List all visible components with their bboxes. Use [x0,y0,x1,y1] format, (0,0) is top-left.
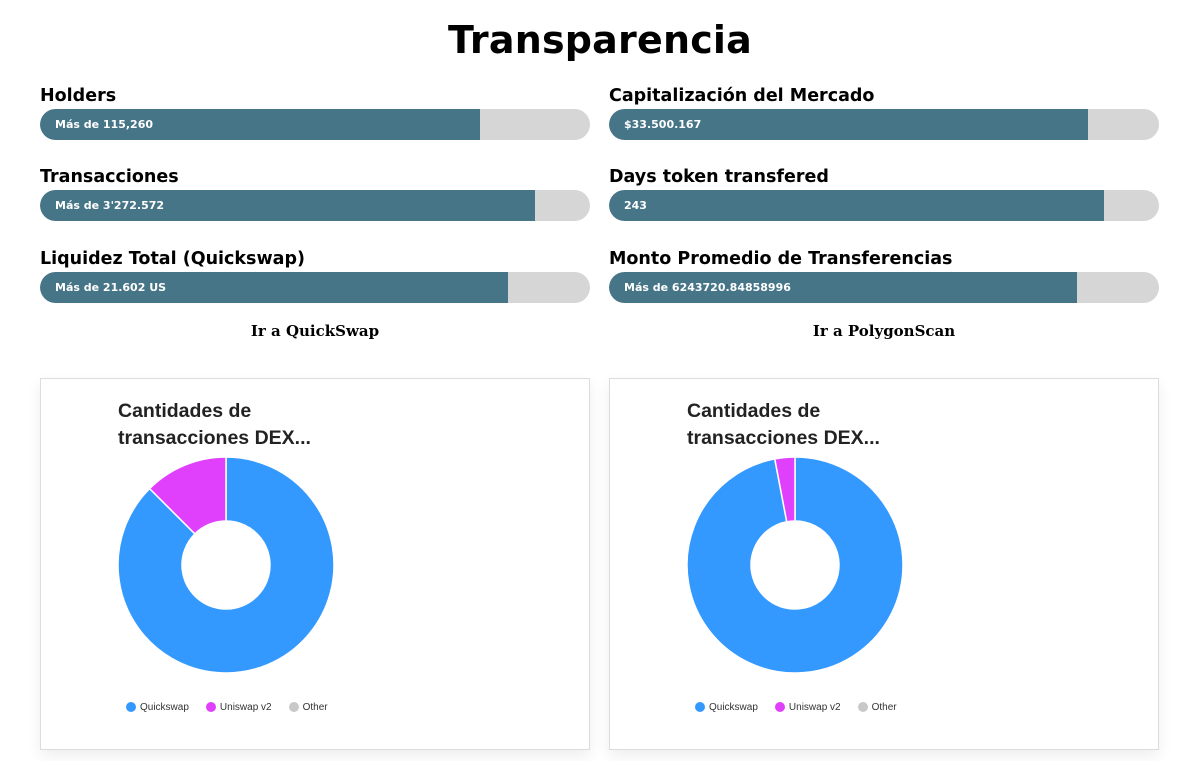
progress-bar-track: Más de 21.602 US [40,272,590,303]
progress-bar-track: Más de 115,260 [40,109,590,140]
donut-hole [182,521,270,609]
progress-bar-fill: 243 [609,190,1104,221]
legend-item-quickswap[interactable]: Quickswap [126,702,189,713]
stat-label: Monto Promedio de Transferencias [609,249,953,269]
legend-item-uniswap[interactable]: Uniswap v2 [205,701,272,713]
page-title: Transparencia [447,18,752,62]
stat-label: Days token transfered [609,167,829,187]
legend-label: Uniswap v2 [219,701,272,713]
donut-chart [686,456,904,674]
donut-hole [751,521,839,609]
stat-liquidez: Liquidez Total (Quickswap) Más de 21.602… [40,248,590,303]
stat-market-cap: Capitalización del Mercado $33.500.167 [609,85,1159,140]
stat-label: Liquidez Total (Quickswap) [40,249,305,269]
legend-item-uniswap[interactable]: Uniswap v2 [774,701,841,713]
progress-bar-fill: Más de 21.602 US [40,272,508,303]
progress-bar-track: Más de 3'272.572 [40,190,590,221]
stat-transacciones: Transacciones Más de 3'272.572 [40,166,590,221]
legend-item-other[interactable]: Other [857,701,897,713]
stat-label: Transacciones [40,167,179,187]
legend-label: Other [871,701,897,713]
chart-title-line: transacciones DEX... [687,427,880,449]
legend-dot [695,702,705,712]
quickswap-link[interactable]: Ir a QuickSwap [250,322,380,340]
progress-bar-track: Más de 6243720.84858996 [609,272,1159,303]
legend-label: Other [302,701,328,713]
stat-label: Holders [40,86,117,106]
legend-dot [857,702,868,712]
legend-label: Uniswap v2 [788,701,841,713]
polygonscan-link[interactable]: Ir a PolygonScan [812,322,956,340]
chart-legend: Quickswap Uniswap v2 Other [126,700,345,714]
chart-card-quickswap: Cantidades de transacciones DEX... Quick… [40,378,590,750]
progress-bar-track: $33.500.167 [609,109,1159,140]
chart-card-polygonscan: Cantidades de transacciones DEX... Quick… [609,378,1159,750]
legend-dot [774,702,785,712]
donut-chart [117,456,335,674]
progress-bar-track: 243 [609,190,1159,221]
stat-days-token: Days token transfered 243 [609,166,1159,221]
legend-item-quickswap[interactable]: Quickswap [695,702,758,713]
chart-title-line: Cantidades de [687,400,821,422]
legend-label: Quickswap [140,701,189,713]
progress-bar-fill: $33.500.167 [609,109,1088,140]
stat-holders: Holders Más de 115,260 [40,85,590,140]
legend-dot [205,702,216,712]
legend-dot [126,702,136,712]
chart-legend: Quickswap Uniswap v2 Other [695,700,914,714]
legend-dot [288,702,299,712]
stat-monto-promedio: Monto Promedio de Transferencias Más de … [609,248,1159,303]
chart-title: Cantidades de transacciones DEX... [118,398,378,452]
progress-bar-fill: Más de 115,260 [40,109,480,140]
progress-bar-fill: Más de 3'272.572 [40,190,535,221]
chart-title-line: transacciones DEX... [118,427,311,449]
stat-label: Capitalización del Mercado [609,86,875,106]
progress-bar-fill: Más de 6243720.84858996 [609,272,1077,303]
legend-item-other[interactable]: Other [288,701,328,713]
legend-label: Quickswap [709,701,758,713]
chart-title-line: Cantidades de [118,400,252,422]
chart-title: Cantidades de transacciones DEX... [687,398,947,452]
